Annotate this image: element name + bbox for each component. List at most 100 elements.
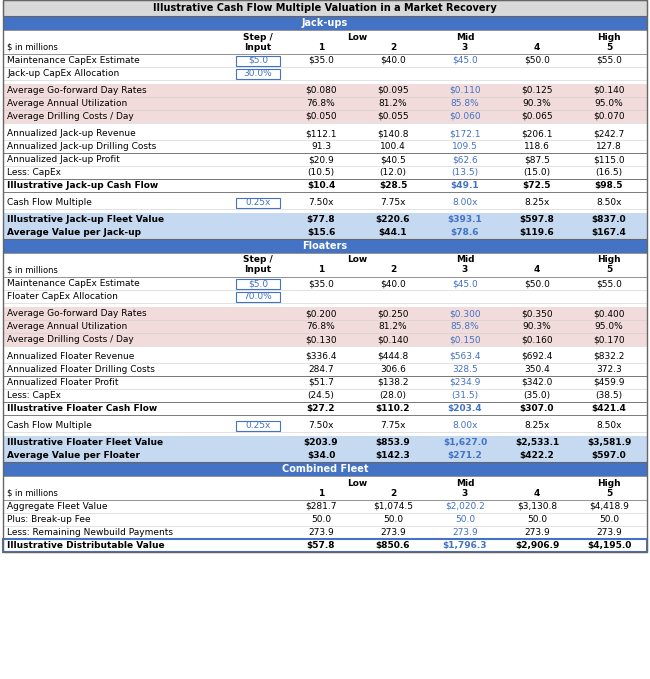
Text: $ in millions: $ in millions	[7, 488, 58, 498]
Text: $112.1: $112.1	[306, 129, 337, 138]
Text: $206.1: $206.1	[521, 129, 552, 138]
Text: 5: 5	[606, 488, 612, 498]
Text: $459.9: $459.9	[593, 378, 625, 387]
Text: Aggregate Fleet Value: Aggregate Fleet Value	[7, 502, 107, 511]
Bar	[3, 226, 647, 239]
Text: $40.5: $40.5	[380, 155, 406, 164]
Text: 2: 2	[390, 488, 396, 498]
Text: 284.7: 284.7	[308, 365, 334, 374]
Bar	[3, 196, 647, 209]
Text: $50.0: $50.0	[524, 56, 550, 65]
Text: (12.0): (12.0)	[380, 168, 406, 177]
Text: 50.0: 50.0	[455, 515, 475, 524]
Text: 95.0%: 95.0%	[595, 99, 623, 108]
Text: $0.055: $0.055	[377, 112, 409, 121]
Text: 273.9: 273.9	[524, 528, 550, 537]
Text: $49.1: $49.1	[450, 181, 479, 190]
Text: Jack-up CapEx Allocation: Jack-up CapEx Allocation	[7, 69, 119, 78]
Text: $1,074.5: $1,074.5	[373, 502, 413, 511]
Text: 91.3: 91.3	[311, 142, 331, 151]
Text: 90.3%: 90.3%	[523, 99, 551, 108]
Text: Average Go-forward Day Rates: Average Go-forward Day Rates	[7, 86, 147, 95]
Text: 70.0%: 70.0%	[244, 292, 272, 301]
Text: Average Drilling Costs / Day: Average Drilling Costs / Day	[7, 335, 134, 344]
Text: $421.4: $421.4	[592, 404, 627, 413]
Text: Less: CapEx: Less: CapEx	[7, 391, 61, 400]
Text: $0.250: $0.250	[377, 309, 409, 318]
Text: 4: 4	[534, 488, 540, 498]
Bar	[3, 376, 647, 389]
Bar	[3, 462, 647, 552]
Text: $850.6: $850.6	[376, 541, 410, 550]
Text: Annualized Jack-up Profit: Annualized Jack-up Profit	[7, 155, 120, 164]
Text: Annualized Floater Drilling Costs: Annualized Floater Drilling Costs	[7, 365, 155, 374]
Text: 7.75x: 7.75x	[380, 421, 406, 430]
Text: 109.5: 109.5	[452, 142, 478, 151]
Text: $28.5: $28.5	[379, 181, 407, 190]
Bar	[236, 420, 280, 430]
Bar	[3, 0, 647, 552]
Text: 1: 1	[318, 265, 324, 274]
Text: $0.070: $0.070	[593, 112, 625, 121]
Bar	[3, 449, 647, 462]
Text: Floaters: Floaters	[302, 241, 348, 251]
Text: Illustrative Distributable Value: Illustrative Distributable Value	[7, 541, 164, 550]
Text: $336.4: $336.4	[306, 352, 337, 361]
Text: $115.0: $115.0	[593, 155, 625, 164]
Text: 8.50x: 8.50x	[596, 421, 622, 430]
Bar	[236, 69, 280, 79]
Text: $ in millions: $ in millions	[7, 43, 58, 52]
Text: 81.2%: 81.2%	[379, 99, 408, 108]
Text: $62.6: $62.6	[452, 155, 478, 164]
Bar	[3, 213, 647, 226]
Bar	[3, 476, 647, 500]
Text: High: High	[597, 255, 621, 265]
Bar	[3, 239, 647, 253]
Text: 85.8%: 85.8%	[450, 322, 480, 331]
Text: $1,627.0: $1,627.0	[443, 438, 487, 447]
Text: 8.00x: 8.00x	[452, 198, 478, 207]
Text: $40.0: $40.0	[380, 56, 406, 65]
Text: $307.0: $307.0	[520, 404, 554, 413]
Text: Input: Input	[244, 43, 272, 52]
Text: 273.9: 273.9	[380, 528, 406, 537]
Text: $444.8: $444.8	[378, 352, 409, 361]
Text: $3,130.8: $3,130.8	[517, 502, 557, 511]
Text: $ in millions: $ in millions	[7, 265, 58, 274]
Text: 3: 3	[462, 265, 468, 274]
Text: 76.8%: 76.8%	[307, 322, 335, 331]
Text: $4,195.0: $4,195.0	[587, 541, 631, 550]
Text: 50.0: 50.0	[527, 515, 547, 524]
Text: 50.0: 50.0	[599, 515, 619, 524]
Text: $57.8: $57.8	[307, 541, 335, 550]
Text: $78.6: $78.6	[450, 228, 479, 237]
Bar	[3, 419, 647, 432]
Text: High: High	[597, 33, 621, 41]
Text: 4: 4	[534, 43, 540, 52]
Text: 100.4: 100.4	[380, 142, 406, 151]
Text: 76.8%: 76.8%	[307, 99, 335, 108]
Text: $10.4: $10.4	[307, 181, 335, 190]
Text: $220.6: $220.6	[376, 215, 410, 224]
Bar	[3, 127, 647, 140]
Text: $45.0: $45.0	[452, 56, 478, 65]
Bar	[3, 402, 647, 415]
Text: (35.0): (35.0)	[523, 391, 551, 400]
Text: (24.5): (24.5)	[307, 391, 335, 400]
Text: $0.065: $0.065	[521, 112, 552, 121]
Text: Illustrative Jack-up Cash Flow: Illustrative Jack-up Cash Flow	[7, 181, 158, 190]
Bar	[3, 67, 647, 80]
Bar	[236, 198, 280, 208]
Text: $0.050: $0.050	[306, 112, 337, 121]
Text: Illustrative Cash Flow Multiple Valuation in a Market Recovery: Illustrative Cash Flow Multiple Valuatio…	[153, 3, 497, 13]
Bar	[3, 153, 647, 166]
Text: Annualized Jack-up Revenue: Annualized Jack-up Revenue	[7, 129, 136, 138]
Text: (31.5): (31.5)	[452, 391, 478, 400]
Text: $35.0: $35.0	[308, 279, 334, 288]
Text: Average Value per Floater: Average Value per Floater	[7, 451, 140, 460]
Bar	[3, 539, 647, 552]
Text: 1: 1	[318, 488, 324, 498]
Text: $597.8: $597.8	[519, 215, 554, 224]
Bar	[236, 420, 280, 430]
Bar	[236, 56, 280, 65]
